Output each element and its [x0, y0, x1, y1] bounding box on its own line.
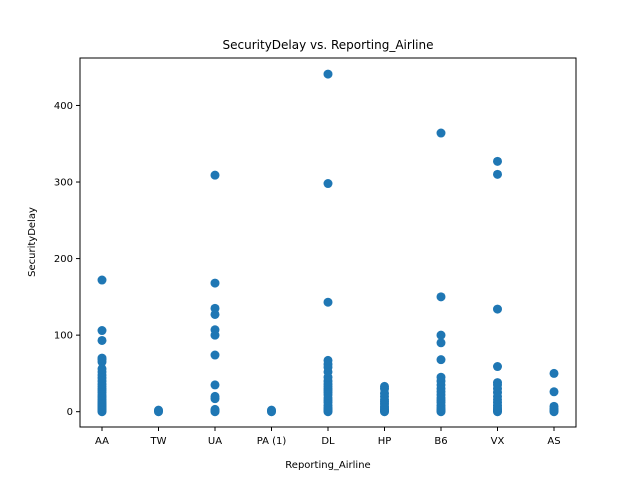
data-point	[154, 405, 163, 415]
data-point	[323, 69, 333, 79]
data-point	[323, 355, 333, 365]
y-tick-label: 100	[54, 331, 73, 342]
data-point	[549, 387, 559, 397]
data-point	[436, 372, 446, 382]
data-point	[493, 378, 502, 388]
x-tick-label: UA	[208, 436, 222, 447]
data-point	[323, 297, 333, 307]
x-tick-label: VX	[491, 436, 505, 447]
y-tick-label: 0	[67, 407, 73, 418]
data-point	[210, 380, 220, 390]
y-axis: 0 100 200 300 400	[54, 101, 80, 418]
x-tick-label: B6	[434, 436, 447, 447]
data-point	[549, 401, 559, 411]
y-axis-label: SecurityDelay	[27, 207, 38, 277]
data-point	[436, 128, 446, 138]
data-point	[210, 391, 220, 401]
data-point	[210, 303, 220, 313]
x-axis-label: Reporting_Airline	[285, 460, 370, 471]
x-tick-label: PA (1)	[257, 436, 287, 447]
y-tick-label: 300	[54, 178, 73, 189]
x-tick-label: HP	[378, 436, 392, 447]
data-point	[493, 156, 502, 166]
x-tick-label: AS	[547, 436, 560, 447]
data-point	[436, 355, 446, 365]
data-point	[267, 405, 276, 415]
data-point	[436, 292, 446, 302]
data-point	[97, 326, 107, 336]
data-point	[210, 404, 220, 414]
x-tick-label: TW	[150, 436, 167, 447]
data-point	[380, 381, 389, 391]
data-point	[436, 330, 446, 340]
data-point	[210, 278, 220, 288]
data-point	[210, 325, 220, 335]
data-point	[493, 169, 502, 179]
data-point	[97, 364, 107, 374]
data-point	[323, 179, 333, 189]
data-point	[493, 304, 502, 314]
data-point	[210, 170, 220, 180]
y-tick-label: 200	[54, 254, 73, 265]
chart-title: SecurityDelay vs. Reporting_Airline	[223, 38, 434, 52]
x-tick-label: AA	[95, 436, 109, 447]
data-point	[97, 275, 107, 285]
data-point	[493, 362, 502, 372]
y-tick-label: 400	[54, 101, 73, 112]
data-point	[436, 338, 446, 348]
x-tick-label: DL	[321, 436, 335, 447]
data-point	[97, 353, 107, 363]
data-point	[549, 368, 559, 378]
data-point	[210, 350, 220, 360]
data-point	[97, 335, 107, 345]
x-axis: AA TW UA PA (1) DL HP B6 VX AS	[95, 427, 561, 447]
points-layer	[97, 69, 559, 417]
